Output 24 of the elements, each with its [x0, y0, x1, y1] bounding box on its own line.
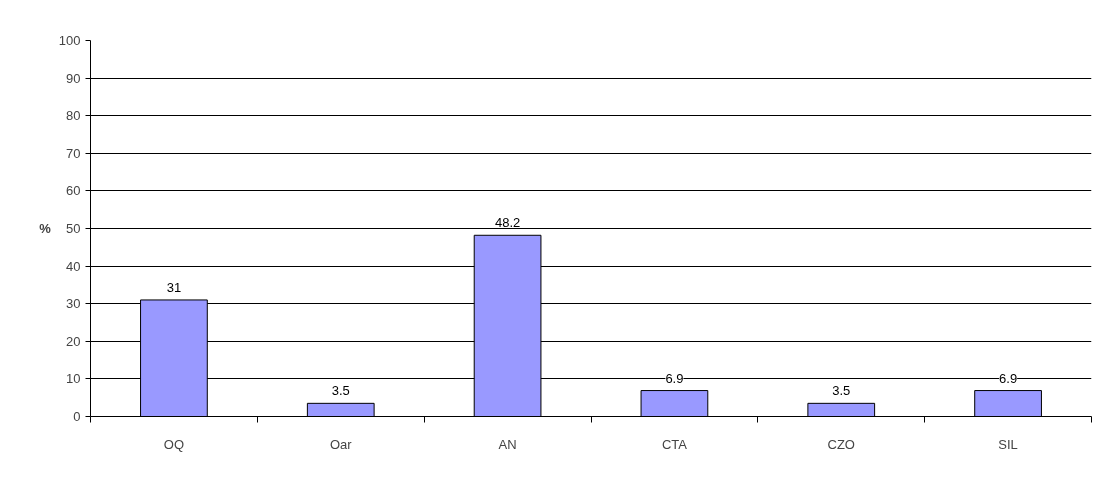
x-tick-label: CZO — [827, 436, 855, 452]
y-axis-title: % — [39, 221, 52, 236]
y-tick-label: 30 — [66, 296, 81, 312]
x-tick-label: OQ — [163, 436, 185, 452]
y-tick-label: 60 — [66, 183, 81, 199]
y-tick-label: 0 — [73, 409, 81, 424]
y-tick-label: 100 — [58, 33, 81, 48]
data-label: 31 — [166, 279, 182, 295]
y-tick-label: 50 — [66, 221, 81, 236]
x-tick-label: AN — [498, 436, 517, 452]
y-tick-label: 20 — [66, 333, 81, 349]
y-tick-label: 70 — [66, 145, 81, 161]
y-tick-label: 40 — [66, 258, 81, 274]
y-tick-label: 90 — [66, 70, 81, 86]
y-tick-label: 10 — [66, 371, 81, 387]
data-label: 3.5 — [331, 383, 350, 399]
x-tick-label: CTA — [661, 436, 688, 452]
x-tick-label: Oar — [329, 436, 353, 452]
data-label: 6.9 — [665, 370, 684, 386]
y-tick-label: 80 — [66, 108, 81, 124]
data-label: 48.2 — [494, 215, 521, 231]
data-label: 6.9 — [999, 370, 1018, 386]
x-tick-label: SIL — [998, 436, 1018, 452]
data-label: 3.5 — [832, 383, 851, 399]
